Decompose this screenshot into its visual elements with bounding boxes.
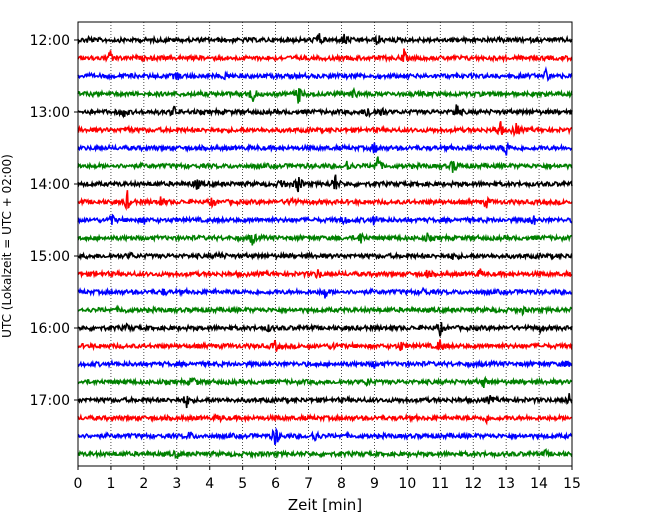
trace-1400 — [77, 174, 573, 193]
trace-1615 — [77, 339, 573, 352]
trace-1730 — [77, 426, 573, 446]
x-tick-label: 9 — [370, 476, 379, 492]
x-tick-label: 6 — [271, 476, 280, 492]
trace-1630 — [77, 358, 573, 370]
trace-1430 — [77, 213, 573, 226]
trace-1700 — [77, 393, 573, 409]
trace-1515 — [77, 268, 573, 280]
trace-1445 — [77, 231, 573, 246]
x-tick-label: 10 — [398, 476, 416, 492]
trace-1715 — [77, 412, 573, 426]
trace-1215 — [77, 48, 573, 64]
trace-1545 — [77, 304, 573, 317]
x-tick-label: 12 — [464, 476, 482, 492]
y-tick-label: 17:00 — [30, 393, 70, 409]
trace-1200 — [77, 33, 573, 46]
trace-1230 — [77, 66, 573, 83]
y-tick-label: 16:00 — [30, 321, 70, 337]
y-tick-label: 14:00 — [30, 177, 70, 193]
x-tick-label: 7 — [304, 476, 313, 492]
x-tick-label: 8 — [337, 476, 346, 492]
trace-1600 — [77, 322, 573, 337]
trace-1330 — [77, 141, 573, 156]
trace-1415 — [77, 190, 573, 212]
y-tick-label: 12:00 — [30, 33, 70, 49]
trace-1245 — [77, 86, 573, 104]
x-tick-label: 14 — [530, 476, 548, 492]
y-tick-label: 13:00 — [30, 105, 70, 121]
y-axis-label: UTC (Lokalzeit = UTC + 02:00) — [0, 154, 14, 338]
y-tick-label: 15:00 — [30, 249, 70, 265]
trace-1645 — [77, 375, 573, 388]
plot-frame — [77, 21, 573, 467]
trace-1500 — [77, 250, 573, 261]
x-tick-label: 13 — [497, 476, 515, 492]
x-tick-label: 4 — [205, 476, 214, 492]
x-tick-label: 1 — [106, 476, 115, 492]
y-axis: 12:00 13:00 14:00 15:00 16:00 17:00 — [30, 33, 78, 409]
trace-1315 — [77, 121, 573, 138]
trace-1745 — [77, 448, 573, 460]
seismic-traces — [77, 33, 573, 460]
trace-1530 — [77, 286, 573, 299]
x-tick-label: 2 — [139, 476, 148, 492]
grid-lines — [110, 22, 540, 466]
x-axis: 0 1 2 3 4 5 6 7 8 9 10 11 12 13 14 15 — [74, 466, 581, 492]
x-tick-label: 5 — [238, 476, 247, 492]
x-tick-label: 0 — [74, 476, 83, 492]
x-tick-label: 11 — [431, 476, 449, 492]
x-tick-label: 3 — [172, 476, 181, 492]
x-tick-label: 15 — [563, 476, 581, 492]
trace-1345 — [77, 156, 573, 173]
trace-1300 — [77, 104, 573, 119]
x-axis-label: Zeit [min] — [288, 496, 362, 514]
